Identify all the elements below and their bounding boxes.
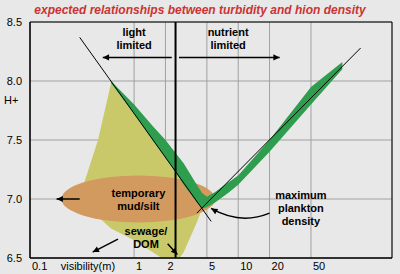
svg-text:visibility(m): visibility(m) bbox=[61, 260, 115, 272]
svg-text:20: 20 bbox=[272, 260, 284, 272]
svg-text:maximumplanktondensity: maximumplanktondensity bbox=[275, 189, 327, 227]
svg-text:1: 1 bbox=[136, 260, 142, 272]
svg-text:2: 2 bbox=[167, 260, 173, 272]
svg-text:5: 5 bbox=[209, 260, 215, 272]
svg-text:sewage/DOM: sewage/DOM bbox=[125, 225, 168, 250]
svg-text:50: 50 bbox=[313, 260, 325, 272]
svg-text:8.0: 8.0 bbox=[8, 75, 22, 87]
svg-text:H+: H+ bbox=[8, 94, 18, 106]
svg-text:6.5: 6.5 bbox=[8, 252, 22, 264]
html-text:expected relationships between: expected relationships between turbidity… bbox=[34, 3, 366, 17]
svg-text:7.5: 7.5 bbox=[8, 134, 22, 146]
svg-text:8.5: 8.5 bbox=[8, 16, 22, 28]
svg-text:temporarymud/silt: temporarymud/silt bbox=[112, 187, 167, 212]
svg-text:7.0: 7.0 bbox=[8, 193, 22, 205]
svg-text:10: 10 bbox=[240, 260, 252, 272]
svg-text:lightlimited: lightlimited bbox=[116, 26, 151, 51]
svg-text:nutrientlimited: nutrientlimited bbox=[208, 26, 249, 51]
svg-text:0.1: 0.1 bbox=[32, 260, 47, 272]
